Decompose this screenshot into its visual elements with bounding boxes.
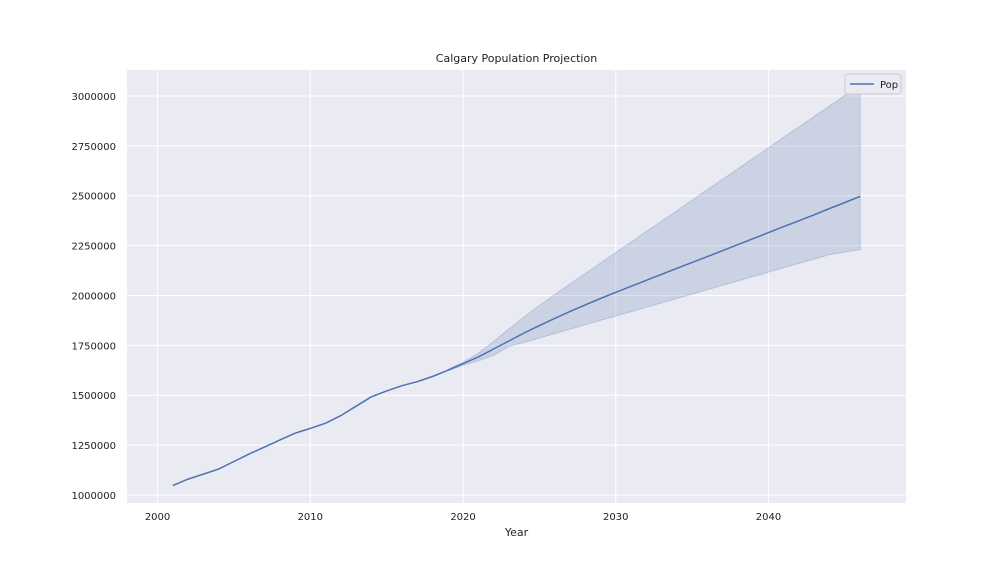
y-tick-label: 1750000 (71, 341, 116, 352)
y-tick-label: 1250000 (71, 441, 116, 452)
x-tick-label: 2000 (145, 512, 170, 523)
y-tick-label: 1000000 (71, 491, 116, 502)
y-tick-label: 2750000 (71, 142, 116, 153)
y-tick-label: 1500000 (71, 391, 116, 402)
y-tick-label: 2500000 (71, 192, 116, 203)
y-gridlines (127, 95, 906, 496)
x-tick-label: 2040 (756, 512, 781, 523)
x-axis-label: Year (504, 526, 529, 539)
y-tick-label: 2250000 (71, 242, 116, 253)
x-tick-labels: 2000 2010 2020 2030 2040 (145, 512, 781, 523)
x-gridlines (157, 70, 770, 503)
y-tick-labels: 1000000 1250000 1500000 1750000 2000000 22500… (71, 92, 116, 502)
plot-background (127, 70, 906, 503)
x-tick-label: 2030 (603, 512, 628, 523)
x-tick-label: 2010 (298, 512, 323, 523)
legend: Pop (844, 73, 902, 95)
x-tick-label: 2020 (450, 512, 475, 523)
series-line-pop (172, 195, 861, 487)
legend-label-pop: Pop (880, 80, 898, 91)
y-tick-label: 3000000 (71, 92, 116, 103)
chart-title: Calgary Population Projection (436, 52, 597, 65)
y-tick-label: 2000000 (71, 291, 116, 302)
confidence-band (447, 85, 861, 372)
